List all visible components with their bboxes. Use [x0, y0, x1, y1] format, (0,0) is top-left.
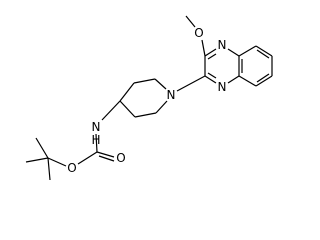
bond — [256, 49, 270, 59]
bond — [227, 48, 240, 57]
bond — [238, 45, 257, 57]
bond — [155, 100, 168, 114]
atom-label: O — [194, 26, 203, 40]
atom-label: O — [67, 161, 76, 175]
atom-label: N — [218, 80, 227, 94]
bond — [47, 157, 67, 167]
bond — [154, 78, 167, 90]
bond — [35, 137, 49, 159]
bond — [185, 15, 196, 28]
atom-label: N — [92, 120, 101, 134]
bond — [207, 53, 217, 60]
bond — [95, 133, 98, 153]
bond — [96, 151, 115, 158]
bond — [47, 157, 51, 181]
bond — [207, 72, 217, 79]
bonds — [25, 15, 273, 181]
molecule: O N N N N H O O — [25, 15, 273, 181]
bond — [101, 100, 121, 121]
bond — [227, 75, 240, 84]
bond — [201, 39, 206, 57]
bond — [238, 75, 257, 87]
bond — [25, 157, 49, 163]
bond — [255, 45, 273, 57]
bond — [98, 155, 115, 162]
bond — [134, 112, 157, 118]
bond — [255, 75, 273, 87]
atom-label: H — [91, 133, 100, 147]
bond — [119, 100, 136, 118]
atom-label: N — [218, 38, 227, 52]
bond — [204, 75, 217, 84]
atom-label: O — [116, 151, 125, 165]
bond — [204, 48, 217, 57]
atom-label: N — [167, 88, 176, 102]
bond — [77, 151, 98, 165]
bond — [256, 73, 270, 83]
bond — [176, 75, 206, 92]
bond — [119, 82, 135, 102]
bond — [133, 78, 156, 84]
